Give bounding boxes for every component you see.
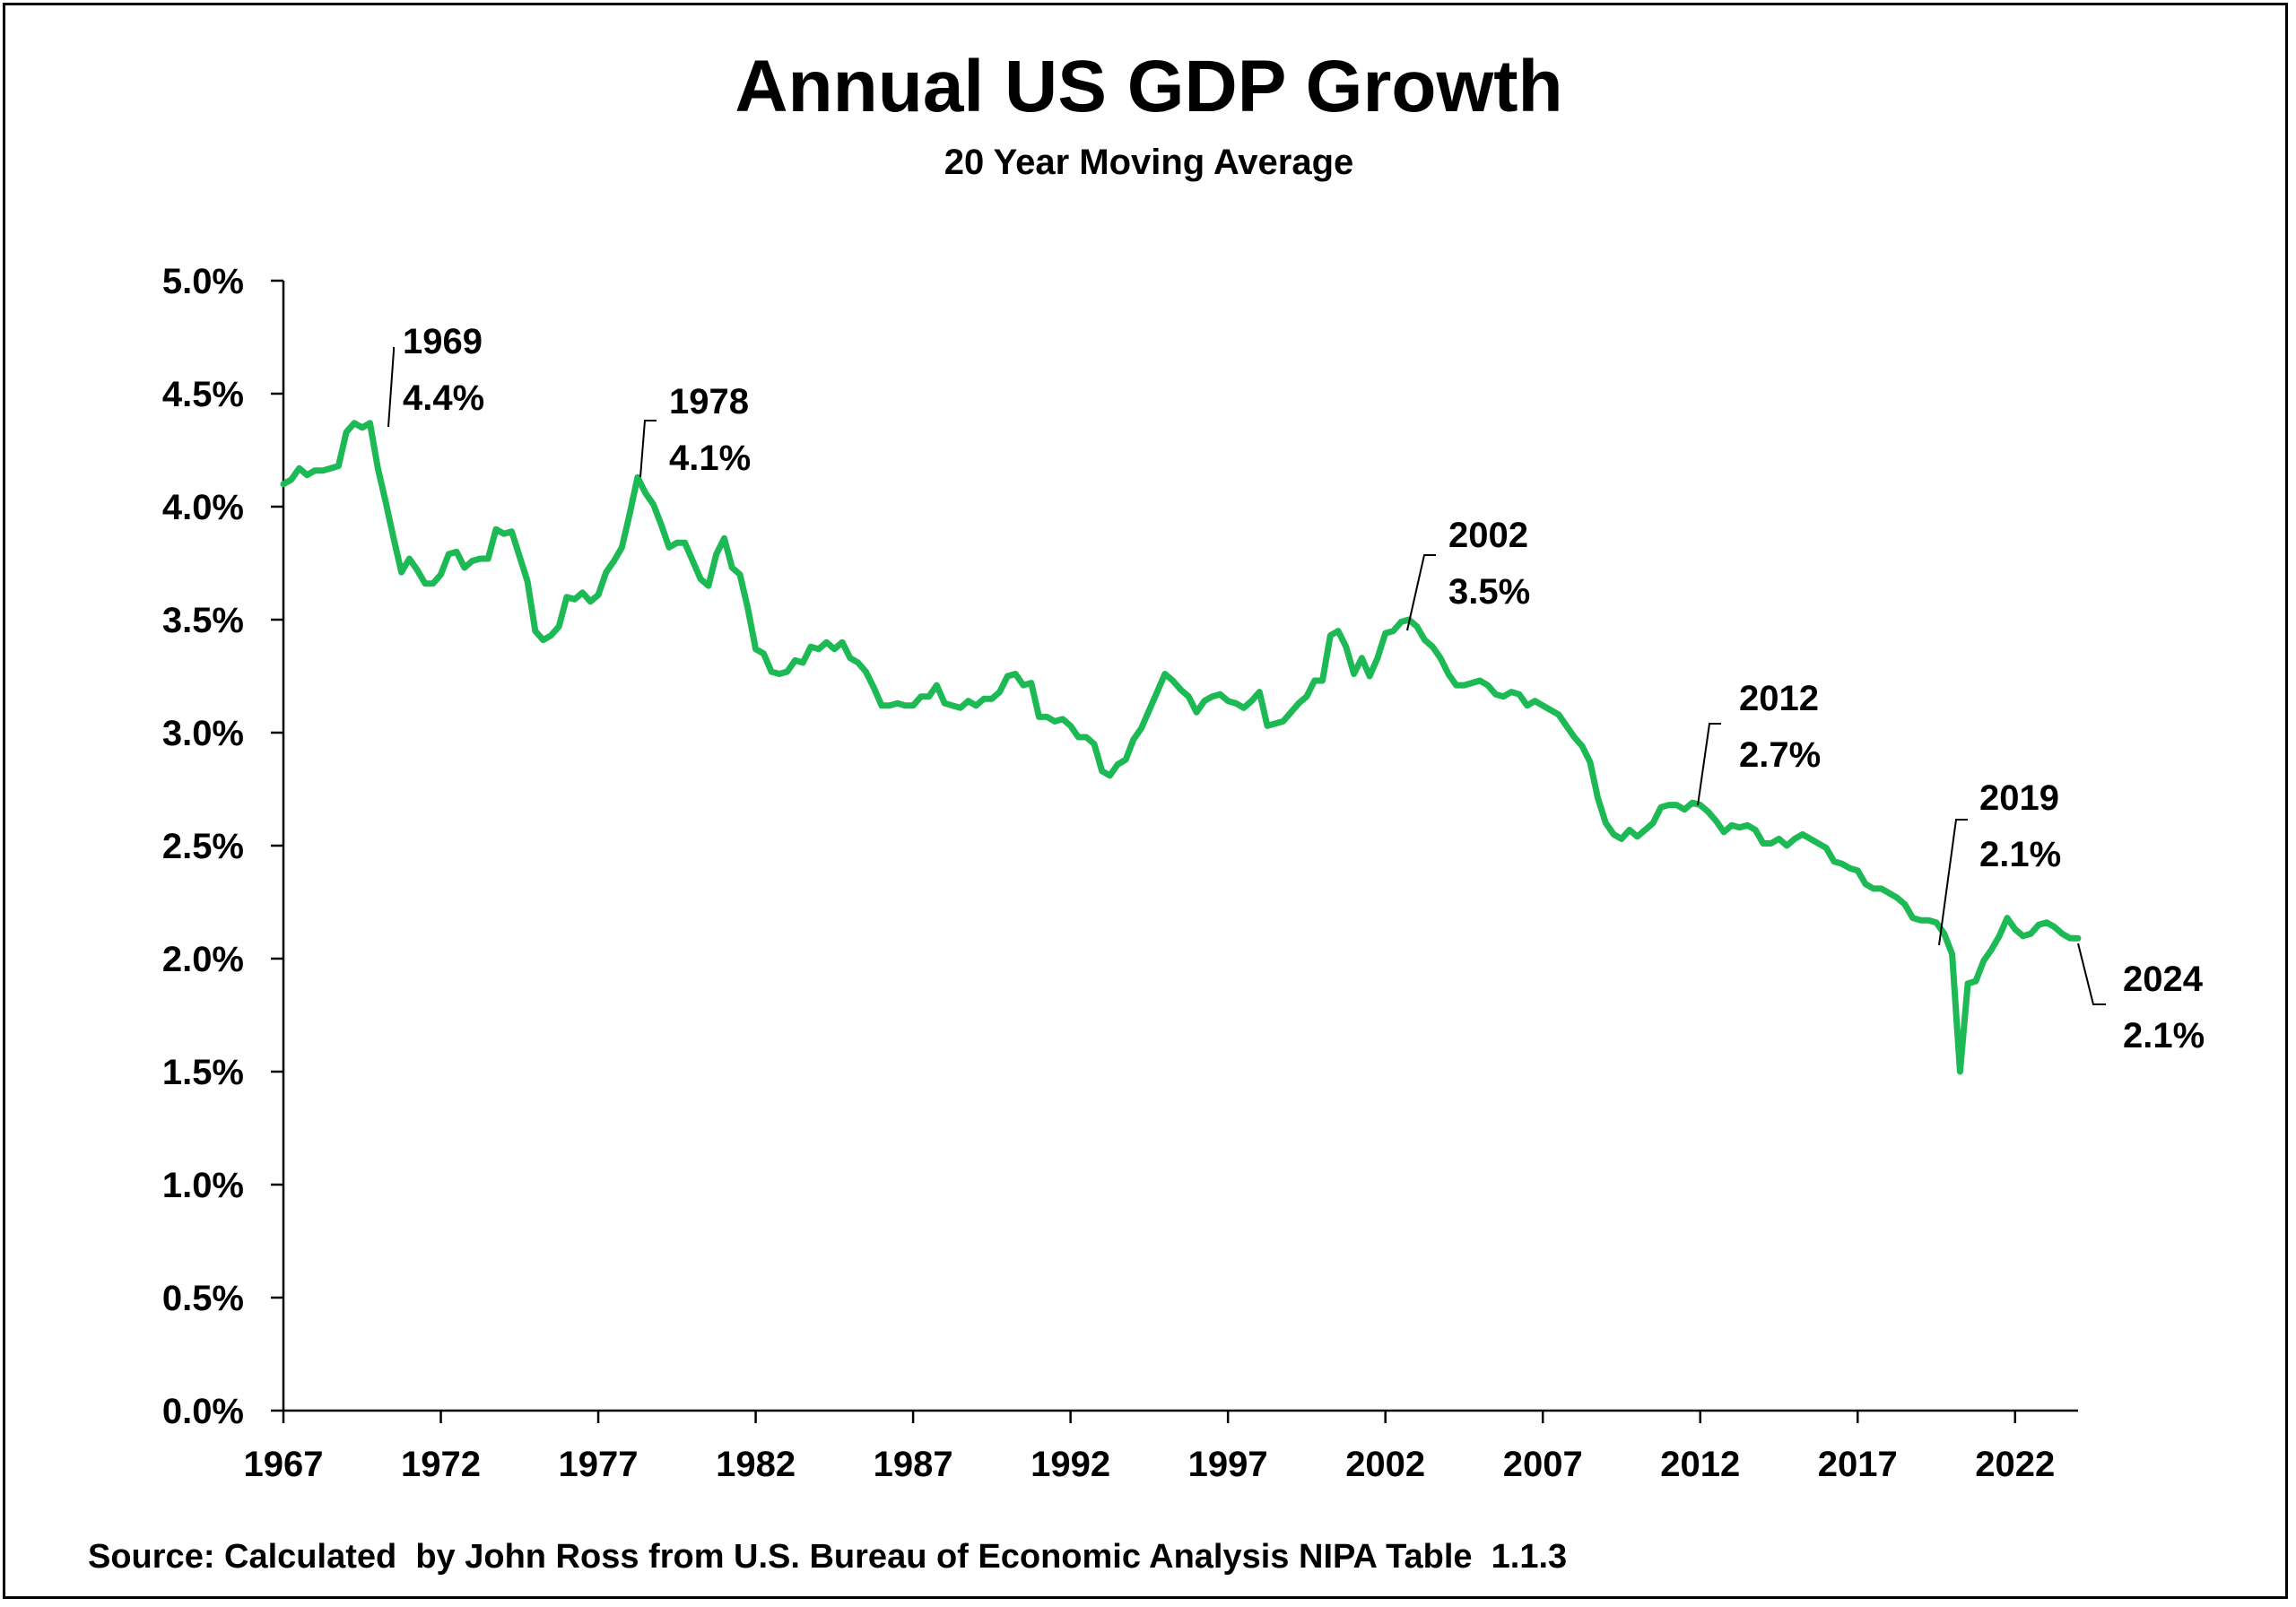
annotation-value-2019: 2.1% <box>1979 835 2061 874</box>
x-tick-label: 1982 <box>716 1445 796 1484</box>
chart-svg: Annual US GDP Growth 20 Year Moving Aver… <box>88 46 2205 1576</box>
y-tick-label: 4.0% <box>162 488 244 527</box>
annotation-leader-2012 <box>1697 723 1721 806</box>
annotation-leader-2024 <box>2077 942 2106 1005</box>
y-tick-label: 3.0% <box>162 714 244 753</box>
y-tick-label: 1.0% <box>162 1166 244 1205</box>
y-tick-label: 1.5% <box>162 1053 244 1092</box>
y-tick-label: 0.5% <box>162 1279 244 1318</box>
annotation-year-2024: 2024 <box>2123 960 2204 999</box>
x-tick-label: 2002 <box>1345 1445 1425 1484</box>
chart-title: Annual US GDP Growth <box>735 46 1562 127</box>
chart-subtitle: 20 Year Moving Average <box>944 143 1354 182</box>
x-tick-label: 2012 <box>1660 1445 1740 1484</box>
annotation-year-2019: 2019 <box>1979 778 2059 818</box>
annotation-value-2002: 3.5% <box>1448 572 1530 612</box>
annotation-leader-2002 <box>1406 554 1436 631</box>
y-tick-label: 2.5% <box>162 827 244 866</box>
annotation-year-1969: 1969 <box>403 322 483 361</box>
annotation-year-1978: 1978 <box>669 382 749 421</box>
x-tick-label: 1992 <box>1031 1445 1110 1484</box>
y-tick-label: 0.0% <box>162 1392 244 1431</box>
y-tick-label: 2.0% <box>162 940 244 979</box>
x-tick-label: 2007 <box>1503 1445 1583 1484</box>
annotation-year-2002: 2002 <box>1448 516 1528 555</box>
annotation-leader-2019 <box>1938 819 1968 946</box>
x-tick-label: 1997 <box>1188 1445 1268 1484</box>
y-tick-label: 5.0% <box>162 262 244 301</box>
x-tick-label: 1967 <box>244 1445 324 1484</box>
annotation-value-1969: 4.4% <box>403 378 484 418</box>
series-layer <box>280 420 2082 1075</box>
y-tick-label: 4.5% <box>162 375 244 414</box>
annotation-year-2012: 2012 <box>1739 679 1819 718</box>
y-ticks: 0.0% 0.5% 1.0% 1.5% 2.0% 2.5% 3.0% 3.5% 4.0% 4.5%… <box>162 262 283 1431</box>
annotation-leader-1969 <box>387 347 395 428</box>
gdp-growth-line <box>280 420 2082 1075</box>
source-note: Source: Calculated by John Ross from U.S… <box>88 1538 1567 1576</box>
y-tick-label: 3.5% <box>162 601 244 640</box>
x-tick-label: 1987 <box>874 1445 953 1484</box>
x-tick-label: 1972 <box>401 1445 481 1484</box>
annotation-layer: 1969 4.4% 1978 4.1% 2002 3.5% 2012 2.7% 2019 2.1%… <box>387 322 2205 1055</box>
x-tick-label: 2022 <box>1975 1445 2055 1484</box>
x-tick-label: 1977 <box>559 1445 639 1484</box>
annotation-value-2024: 2.1% <box>2123 1016 2205 1055</box>
annotation-value-2012: 2.7% <box>1739 735 1821 775</box>
x-tick-label: 2017 <box>1818 1445 1898 1484</box>
annotation-leader-1978 <box>639 420 657 478</box>
annotation-value-1978: 4.1% <box>669 439 751 478</box>
chart-frame: Annual US GDP Growth 20 Year Moving Aver… <box>3 3 2288 1599</box>
x-ticks: 1967 1972 1977 1982 1987 1992 1997 2002 2007 2012… <box>244 1411 2055 1484</box>
